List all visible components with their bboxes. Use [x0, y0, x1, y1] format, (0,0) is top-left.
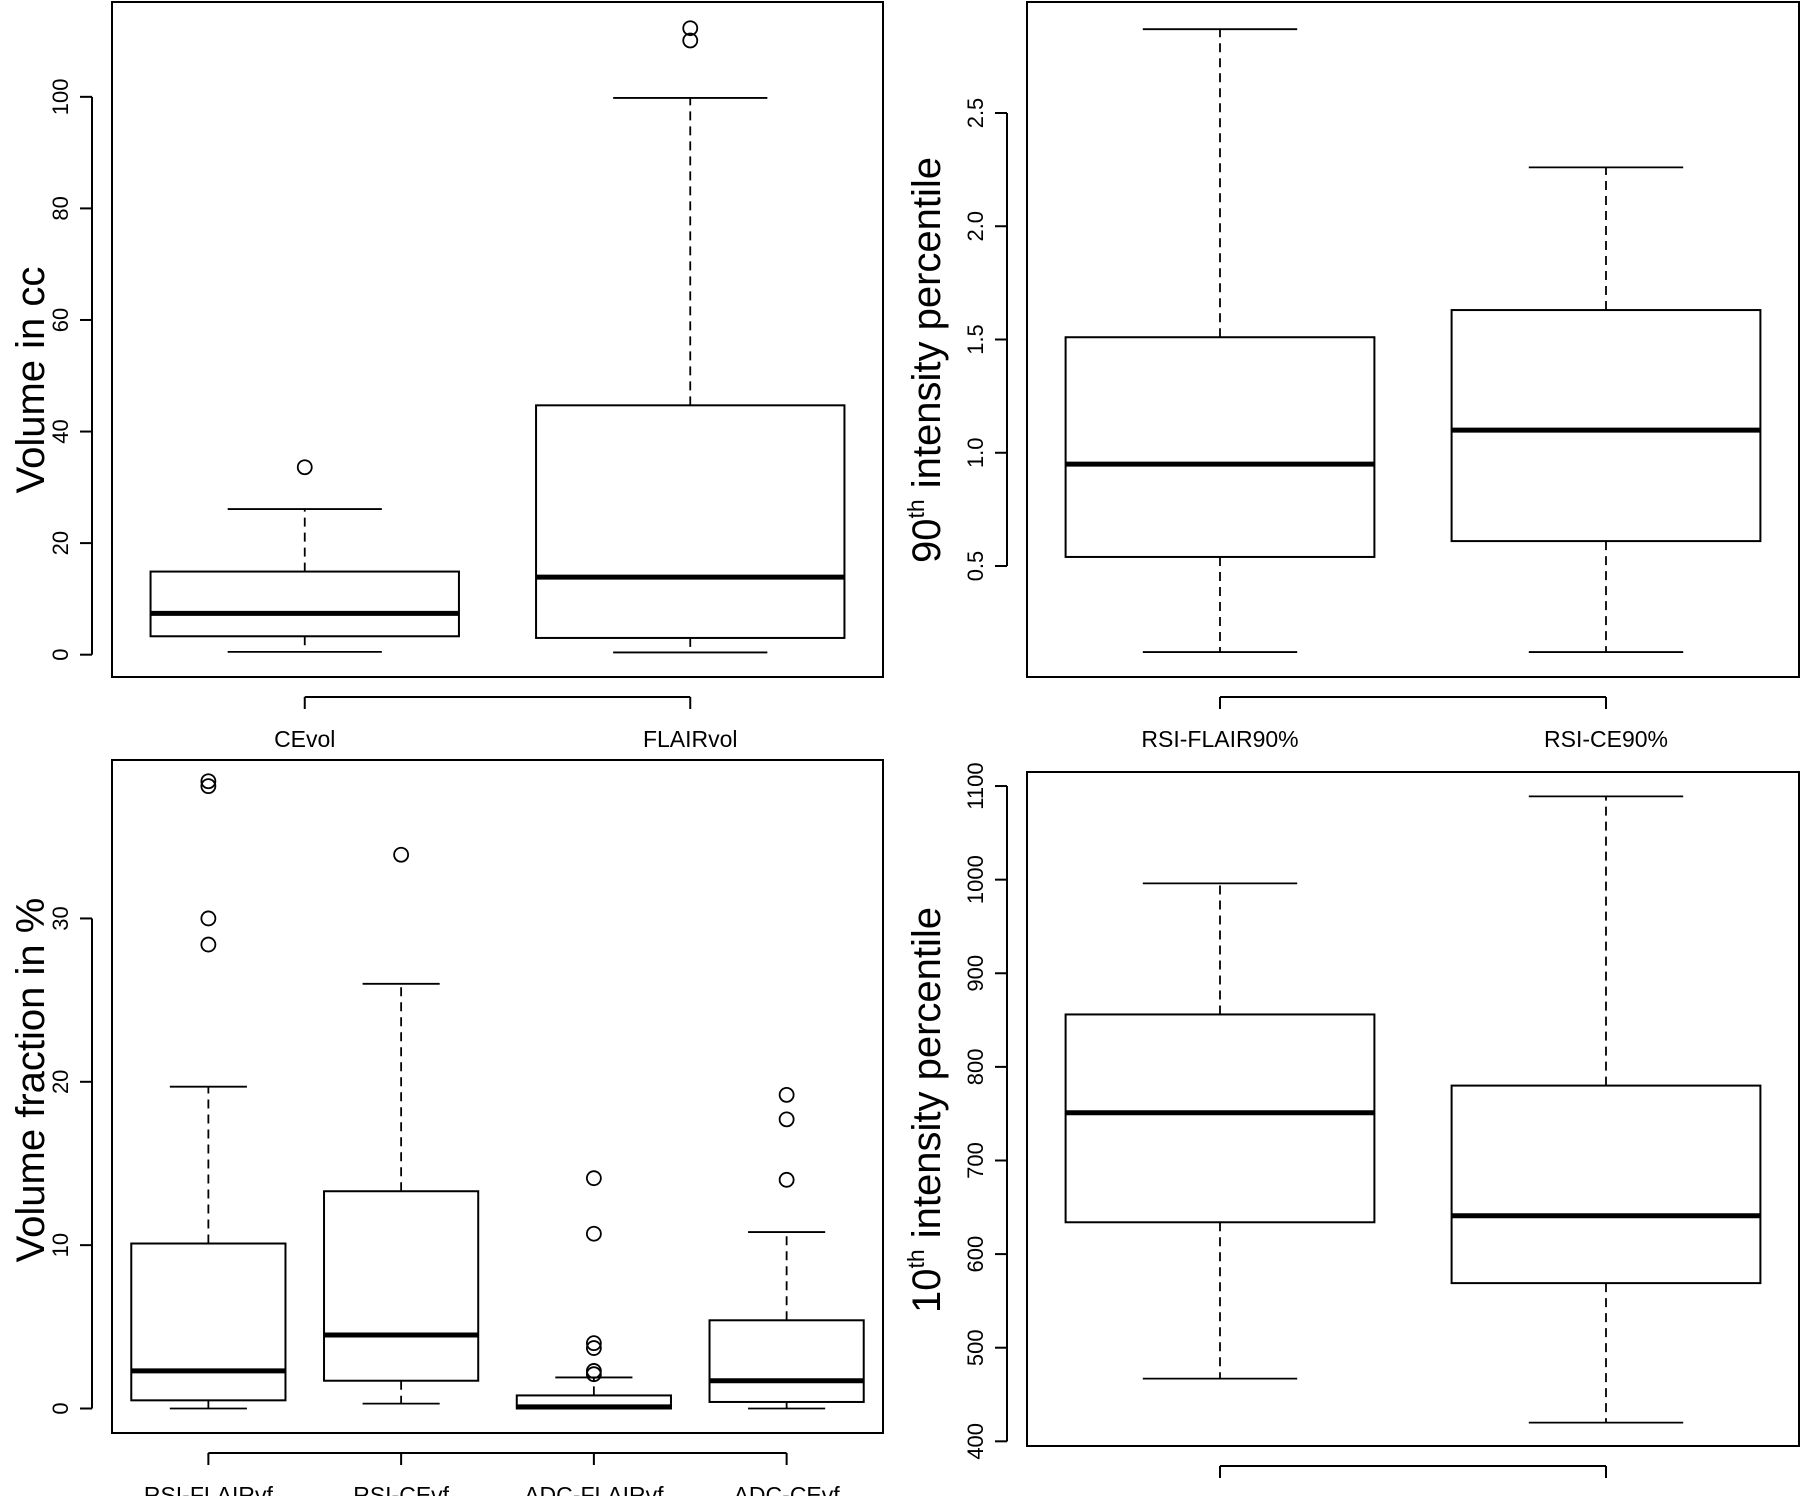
y-tick-label: 40 — [48, 419, 73, 443]
iqr-box — [130, 1242, 287, 1402]
y-tick-label: 0 — [48, 649, 73, 661]
panel-4: 40050060070080090010001100ADC-FLAIR10%AD… — [903, 762, 1800, 1496]
y-axis-title: 90th intensity percentile — [903, 157, 949, 563]
outlier-point — [778, 1111, 795, 1128]
outlier-point — [585, 1340, 602, 1356]
panel-2: 0.5 1.0 1.5 2.0 2.5 RSI-FLAIR90% RSI-CE90% 90th… — [903, 1, 1800, 752]
y-tick-label: 30 — [48, 906, 73, 930]
iqr-box — [708, 1319, 865, 1403]
category-label: RSI-FLAIR90% — [1141, 726, 1298, 752]
box-ADC-CEvf — [708, 1086, 865, 1410]
y-axis-title: Volume in cc — [9, 267, 53, 494]
category-label: ADC-FLAIRvf — [524, 1482, 664, 1496]
iqr-box — [149, 570, 460, 638]
outlier-point — [778, 1086, 795, 1103]
y-tick-label: 1000 — [963, 855, 988, 904]
iqr-box — [1064, 336, 1376, 558]
y-axis-title: Volume fraction in % — [9, 898, 53, 1263]
box-ADC-FLAIR10% — [1064, 882, 1376, 1380]
y-tick-label: 0 — [48, 1402, 73, 1414]
y-tick-label: 20 — [48, 531, 73, 555]
outlier-point — [682, 32, 699, 49]
y-tick-label: 500 — [963, 1329, 988, 1366]
category-label: ADC-CEvf — [734, 1482, 841, 1496]
y-tick-label: 1.5 — [963, 324, 988, 355]
panel-1: 0 20 40 60 80 100 CEvol FLAIRvol Volume in cc — [9, 1, 884, 752]
y-tick-label: 2.5 — [963, 98, 988, 129]
category-label: RSI-CEvf — [353, 1482, 449, 1496]
y-tick-label: 800 — [963, 1049, 988, 1086]
y-tick-label: 1100 — [963, 762, 988, 809]
iqr-box — [1064, 1013, 1376, 1224]
y-tick-label: 2.0 — [963, 211, 988, 242]
category-label: CEvol — [274, 726, 335, 752]
outlier-point — [296, 459, 313, 476]
outlier-point — [393, 846, 410, 863]
iqr-box — [1450, 309, 1762, 543]
box-FLAIRvol — [535, 20, 846, 654]
box-RSI-CE90% — [1450, 166, 1762, 653]
box-RSI-CEvf — [323, 846, 480, 1405]
box-CEvol — [149, 459, 460, 653]
y-tick-label: 1.0 — [963, 437, 988, 468]
y-tick-label: 400 — [963, 1423, 988, 1460]
category-label: RSI-CE90% — [1544, 726, 1668, 752]
y-tick-label: 80 — [48, 196, 73, 220]
box-RSI-FLAIR90% — [1064, 28, 1376, 653]
outlier-point — [585, 1335, 602, 1352]
outlier-point — [682, 20, 699, 37]
outlier-point — [200, 910, 217, 927]
iqr-box — [1450, 1084, 1762, 1285]
outlier-point — [200, 773, 217, 790]
plot-frame — [111, 1, 884, 678]
y-tick-label: 900 — [963, 955, 988, 992]
box-ADC-CE10% — [1450, 795, 1762, 1424]
outlier-point — [585, 1225, 602, 1242]
plot-frame — [111, 759, 884, 1434]
outlier-point — [200, 936, 217, 953]
category-label: FLAIRvol — [643, 726, 738, 752]
iqr-box — [535, 404, 846, 639]
y-tick-label: 10 — [48, 1233, 73, 1257]
plot-frame — [1026, 1, 1800, 678]
category-label: RSI-FLAIRvf — [144, 1482, 274, 1496]
outlier-point — [585, 1363, 602, 1379]
box-RSI-FLAIRvf — [130, 773, 287, 1410]
panel-3: 0 10 20 30 RSI-FLAIRvf RSI-CEvf ADC-FLAIRvf ADC… — [9, 759, 884, 1496]
y-tick-label: 100 — [48, 78, 73, 115]
plot-frame — [1026, 771, 1800, 1447]
y-axis-title: 10th intensity percentile — [903, 907, 949, 1313]
iqr-box — [323, 1190, 480, 1382]
y-tick-label: 60 — [48, 308, 73, 332]
y-tick-label: 0.5 — [963, 551, 988, 582]
outlier-point — [585, 1170, 602, 1187]
y-tick-label: 600 — [963, 1236, 988, 1273]
y-tick-label: 20 — [48, 1070, 73, 1094]
box-ADC-FLAIRvf — [515, 1170, 672, 1410]
y-tick-label: 700 — [963, 1142, 988, 1179]
outlier-point — [778, 1171, 795, 1188]
outlier-point — [200, 778, 217, 795]
